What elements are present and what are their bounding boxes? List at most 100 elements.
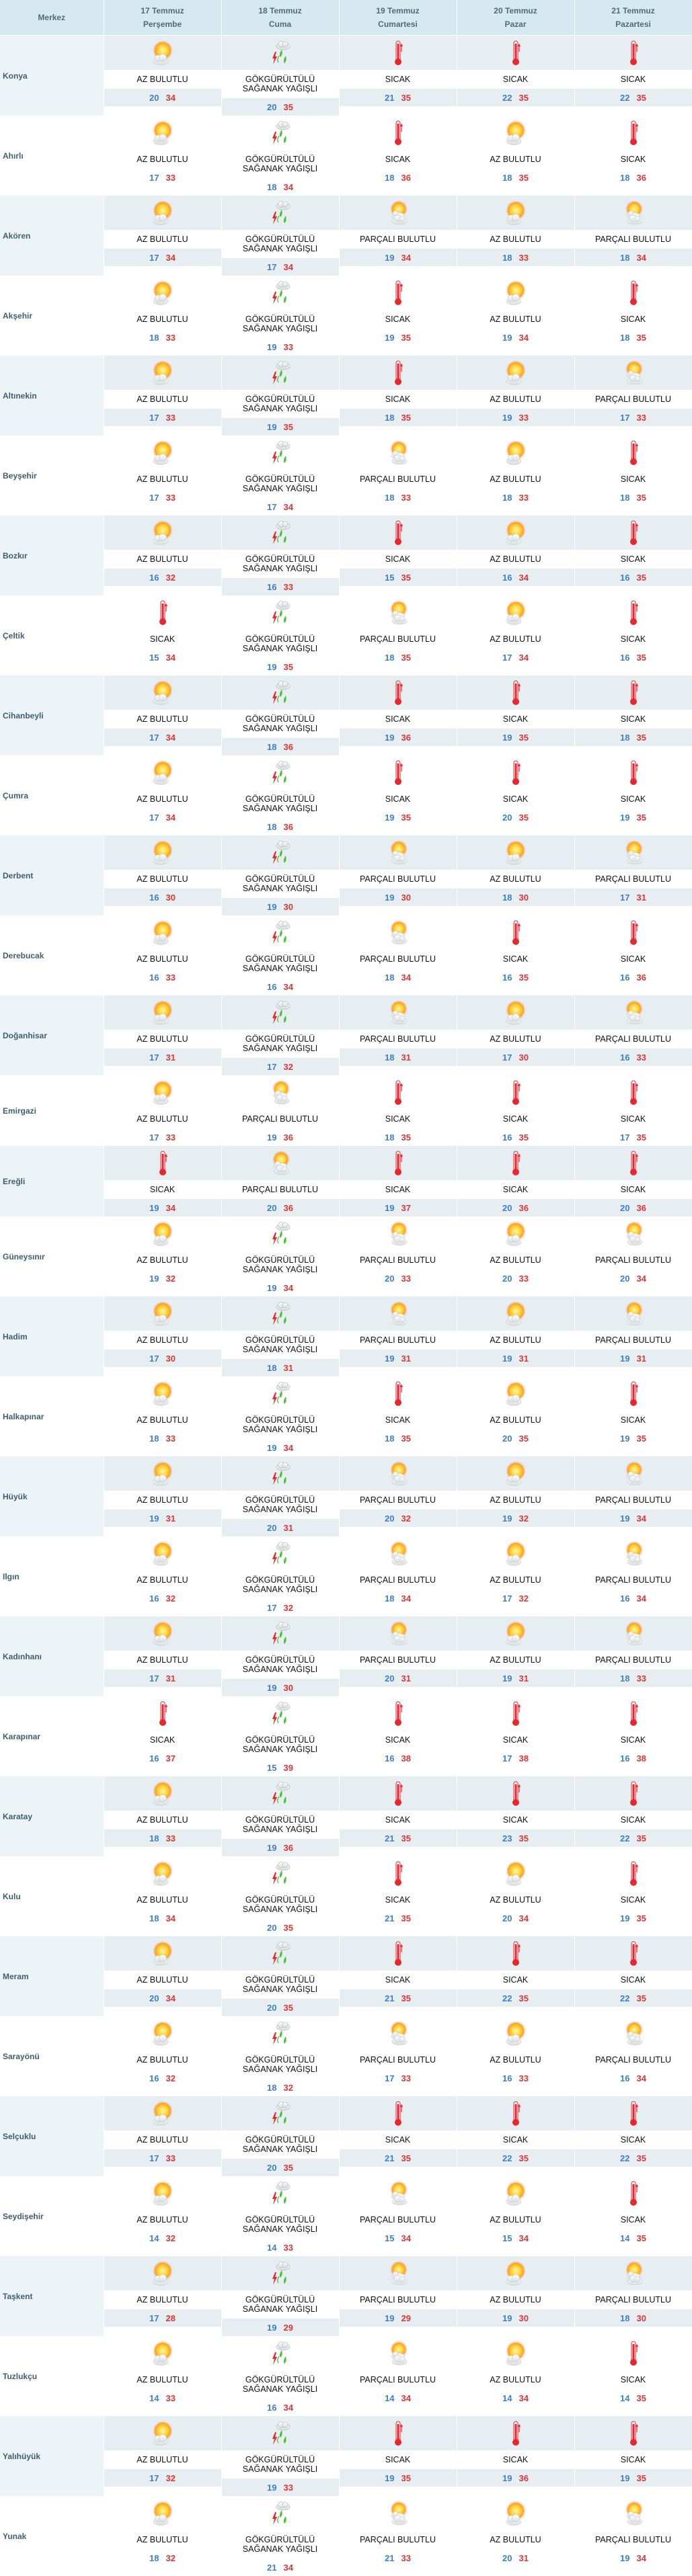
- station-name-link[interactable]: Hüyük: [0, 1456, 104, 1536]
- max-temp: 34: [166, 1203, 176, 1213]
- station-name-link[interactable]: Doğanhisar: [0, 995, 104, 1075]
- station-name-link[interactable]: Akören: [0, 196, 104, 276]
- day-date: 20 Temmuz: [457, 4, 574, 17]
- condition-text: SICAK: [104, 630, 221, 649]
- condition-text: SICAK: [457, 1811, 574, 1829]
- station-name-link[interactable]: Beyşehir: [0, 435, 104, 515]
- min-temp: 19: [267, 662, 276, 672]
- sun-cloud-icon: [457, 116, 574, 150]
- max-temp: 36: [401, 733, 411, 743]
- station-name-link[interactable]: Kadınhanı: [0, 1616, 104, 1696]
- station-name-link[interactable]: Karatay: [0, 1776, 104, 1856]
- max-temp: 30: [166, 1354, 176, 1364]
- max-temp: 34: [284, 182, 293, 192]
- min-temp: 20: [620, 1203, 629, 1213]
- station-name-link[interactable]: Bozkır: [0, 515, 104, 595]
- thermometer-hot-icon: [457, 1696, 574, 1731]
- station-name-link[interactable]: Cihanbeyli: [0, 675, 104, 755]
- sun-cloud-icon: [104, 1616, 221, 1651]
- max-temp: 32: [166, 2473, 176, 2483]
- station-name-link[interactable]: Yalıhüyük: [0, 2416, 104, 2496]
- station-name-link[interactable]: Karapınar: [0, 1696, 104, 1776]
- thermometer-hot-icon: [575, 1075, 692, 1110]
- day-weekday: Perşembe: [104, 17, 221, 31]
- max-temp: 32: [284, 1062, 293, 1072]
- station-name-link[interactable]: Derbent: [0, 835, 104, 915]
- station-name-link[interactable]: Seydişehir: [0, 2176, 104, 2256]
- station-name-link[interactable]: Akşehir: [0, 276, 104, 356]
- station-name-link[interactable]: Sarayönü: [0, 2016, 104, 2096]
- station-name-link[interactable]: Meram: [0, 1936, 104, 2016]
- sun-cloud-icon: [457, 2496, 574, 2530]
- station-name-link[interactable]: Hadim: [0, 1296, 104, 1376]
- thermometer-hot-icon: [457, 755, 574, 790]
- station-name-link[interactable]: Taşkent: [0, 2256, 104, 2336]
- partly-cloudy-icon: [340, 915, 457, 950]
- max-temp: 34: [401, 1593, 411, 1604]
- thermometer-hot-icon: [340, 276, 457, 310]
- max-temp: 34: [284, 502, 293, 512]
- max-temp: 35: [284, 422, 293, 432]
- max-temp: 33: [166, 2153, 176, 2163]
- min-temp: 18: [385, 1132, 394, 1142]
- thunderstorm-rain-icon: [222, 1856, 339, 1891]
- min-temp: 18: [620, 173, 629, 183]
- station-name-link[interactable]: Selçuklu: [0, 2096, 104, 2176]
- station-name-link[interactable]: Konya: [0, 36, 104, 116]
- condition-text: AZ BULUTLU: [457, 550, 574, 569]
- station-name-link[interactable]: Ereğli: [0, 1146, 104, 1216]
- station-name-link[interactable]: Ilgın: [0, 1536, 104, 1616]
- condition-text: GÖKGÜRÜLTÜLÜ SAĞANAK YAĞIŞLI: [222, 1331, 339, 1359]
- station-name-link[interactable]: Altınekin: [0, 356, 104, 435]
- thermometer-hot-icon: [575, 675, 692, 710]
- station-name-link[interactable]: Çeltik: [0, 595, 104, 675]
- station-name-link[interactable]: Ahırlı: [0, 116, 104, 196]
- min-temp: 19: [385, 892, 394, 903]
- station-name-link[interactable]: Emirgazi: [0, 1075, 104, 1146]
- min-temp: 19: [620, 813, 629, 823]
- max-temp: 35: [519, 173, 529, 183]
- station-name-link[interactable]: Çumra: [0, 755, 104, 835]
- sun-cloud-icon: [457, 435, 574, 470]
- station-name-link[interactable]: Kulu: [0, 1856, 104, 1936]
- condition-text: AZ BULUTLU: [104, 1571, 221, 1589]
- min-temp: 15: [502, 2233, 512, 2243]
- condition-text: SICAK: [575, 1411, 692, 1429]
- min-temp: 18: [385, 1052, 394, 1063]
- station-name-link[interactable]: Yunak: [0, 2496, 104, 2576]
- max-temp: 33: [637, 413, 646, 423]
- condition-text: AZ BULUTLU: [457, 2290, 574, 2309]
- station-name-link[interactable]: Halkapınar: [0, 1376, 104, 1456]
- station-name-link[interactable]: Tuzlukçu: [0, 2336, 104, 2416]
- station-name-link[interactable]: Derebucak: [0, 915, 104, 995]
- condition-text: PARÇALI BULUTLU: [340, 1491, 457, 1509]
- thermometer-hot-icon: [457, 2416, 574, 2450]
- partly-cloudy-icon: [575, 1536, 692, 1571]
- station-name-link[interactable]: Güneysınır: [0, 1216, 104, 1296]
- min-temp: 20: [502, 1434, 512, 1444]
- min-temp: 20: [267, 102, 276, 112]
